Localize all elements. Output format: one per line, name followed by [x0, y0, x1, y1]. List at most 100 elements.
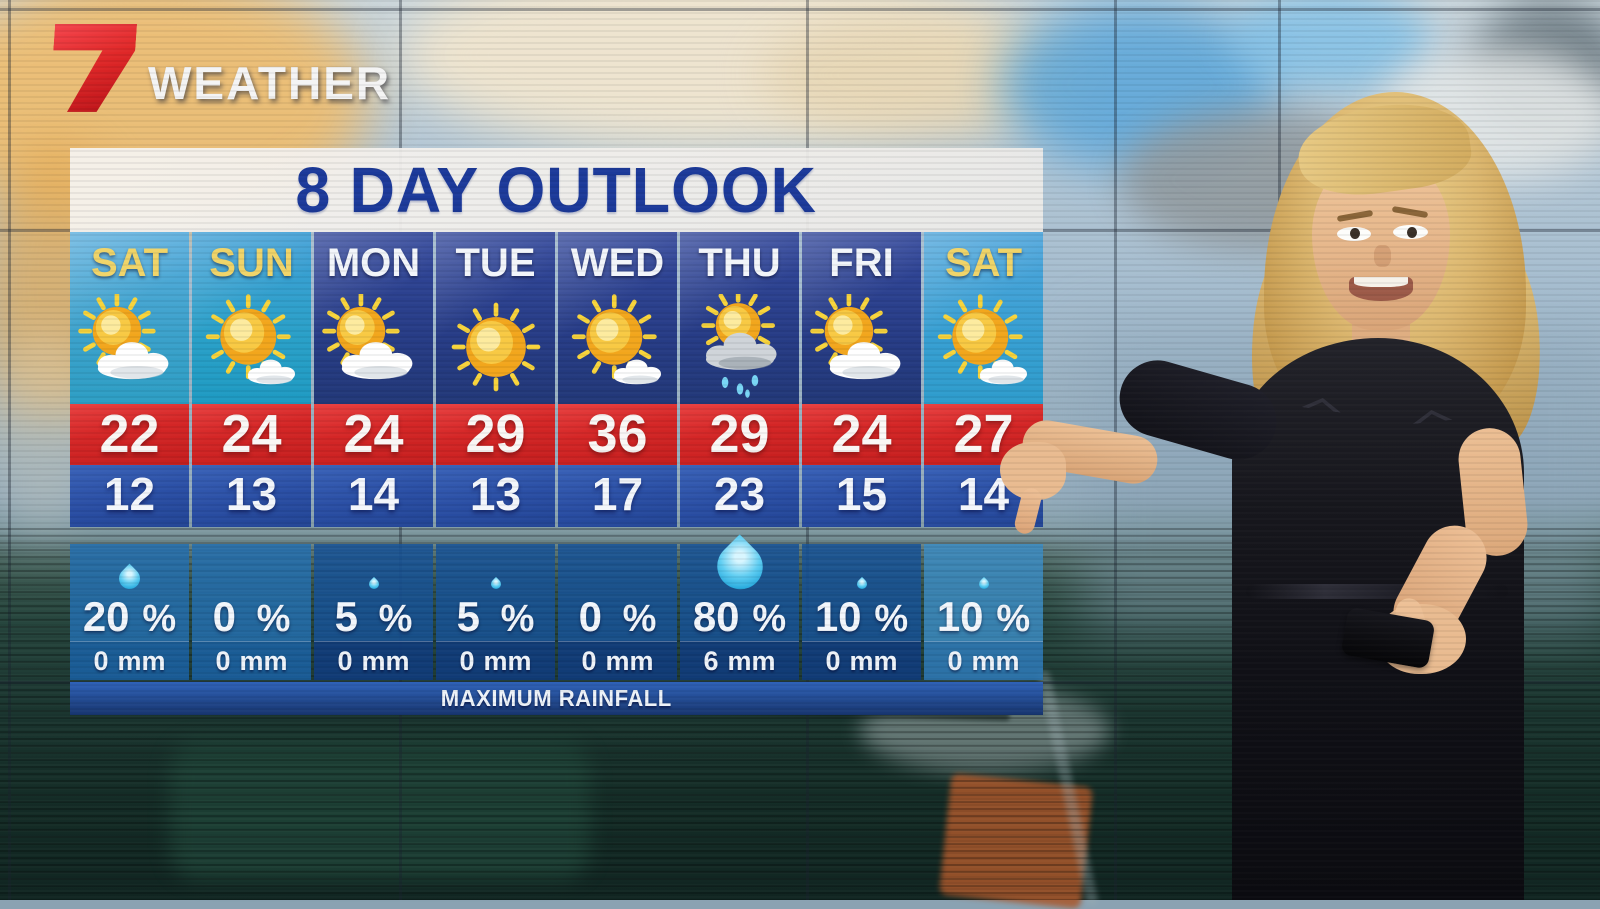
- rain-chance-cell: 0 %: [558, 544, 677, 641]
- percent-sign: %: [752, 598, 787, 640]
- high-temp: 36: [558, 404, 677, 465]
- mm-unit: mm: [239, 646, 288, 676]
- percent-sign: %: [874, 598, 909, 640]
- day-panel: WED: [558, 232, 677, 404]
- row-gap: [314, 527, 433, 544]
- high-temp: 24: [192, 404, 311, 465]
- percent-sign: %: [142, 598, 177, 640]
- rain-chance: 0 %: [192, 593, 311, 641]
- high-temp: 27: [924, 404, 1043, 465]
- forecast-column-sat: SAT 22 12 20 % 0 mm: [70, 232, 189, 680]
- row-gap: [436, 527, 555, 544]
- rain-chance-cell: 5 %: [436, 544, 555, 641]
- rain-chance-cell: 5 %: [314, 544, 433, 641]
- high-temp: 29: [680, 404, 799, 465]
- low-temp: 13: [436, 465, 555, 527]
- day-panel: SUN: [192, 232, 311, 404]
- forecast-column-wed: WED 36 17 0 % 0 mm: [558, 232, 677, 680]
- rain-chance-cell: 20 %: [70, 544, 189, 641]
- percent-sign: %: [256, 598, 291, 640]
- day-panel: THU: [680, 232, 799, 404]
- row-gap: [802, 527, 921, 544]
- rainfall-value: 0: [581, 646, 597, 676]
- mm-unit: mm: [117, 646, 166, 676]
- rain-chance: 0 %: [558, 593, 677, 641]
- mm-unit: mm: [849, 646, 898, 676]
- rain-chance: 5 %: [314, 593, 433, 641]
- row-gap: [924, 527, 1043, 544]
- low-temp: 12: [70, 465, 189, 527]
- rainfall-value: 0: [459, 646, 475, 676]
- rainfall-mm-cell: 0 mm: [192, 641, 311, 680]
- day-label: WED: [570, 241, 665, 285]
- day-label: SAT: [90, 241, 169, 285]
- day-label: FRI: [829, 241, 894, 285]
- high-temp: 24: [314, 404, 433, 465]
- rain-chance-value: 80: [692, 593, 740, 640]
- rainfall-value: 0: [825, 646, 841, 676]
- day-panel: MON: [314, 232, 433, 404]
- rainfall-mm-cell: 6 mm: [680, 641, 799, 680]
- day-panel: TUE: [436, 232, 555, 404]
- rain-chance-value: 20: [82, 593, 130, 640]
- title-banner: 8 DAY OUTLOOK: [70, 148, 1043, 232]
- low-temp: 14: [924, 465, 1043, 527]
- percent-sign: %: [622, 598, 657, 640]
- forecast-column-tue: TUE 29 13 5 % 0 mm: [436, 232, 555, 680]
- page-title: 8 DAY OUTLOOK: [295, 154, 818, 226]
- footer-bar: MAXIMUM RAINFALL: [70, 682, 1043, 715]
- rainfall-mm-cell: 0 mm: [314, 641, 433, 680]
- weather-icon-partly-cloudy: [70, 290, 189, 404]
- weather-icon-mostly-sunny: [192, 290, 311, 404]
- raindrop-icon: [854, 576, 869, 592]
- rain-chance-value: 10: [814, 593, 862, 640]
- day-panel: SAT: [924, 232, 1043, 404]
- rainfall-value: 0: [337, 646, 353, 676]
- rain-chance-cell: 0 %: [192, 544, 311, 641]
- brand-label: WEATHER: [148, 57, 392, 109]
- weather-icon-sunny: [436, 290, 555, 404]
- rainfall-value: 0: [93, 646, 109, 676]
- seven-network-icon: [49, 24, 137, 112]
- day-label: SUN: [209, 241, 294, 285]
- maximum-rainfall-label: MAXIMUM RAINFALL: [441, 685, 672, 711]
- day-label: TUE: [455, 241, 536, 285]
- rain-chance-value: 0: [212, 593, 236, 640]
- mm-unit: mm: [971, 646, 1020, 676]
- rain-chance: 80 %: [680, 593, 799, 641]
- percent-sign: %: [500, 598, 535, 640]
- white-cloud: [1380, 50, 1600, 180]
- percent-sign: %: [378, 598, 413, 640]
- mm-unit: mm: [605, 646, 654, 676]
- rainfall-value: 0: [215, 646, 231, 676]
- raindrop-icon: [488, 576, 503, 592]
- percent-sign: %: [996, 598, 1031, 640]
- mm-unit: mm: [483, 646, 532, 676]
- rain-chance-cell: 10 %: [924, 544, 1043, 641]
- row-gap: [192, 527, 311, 544]
- rainfall-mm-cell: 0 mm: [924, 641, 1043, 680]
- low-temp: 14: [314, 465, 433, 527]
- rain-chance-value: 5: [456, 593, 480, 640]
- low-temp: 13: [192, 465, 311, 527]
- rain-chance-value: 5: [334, 593, 358, 640]
- rainfall-mm-cell: 0 mm: [558, 641, 677, 680]
- rainfall-mm-cell: 0 mm: [802, 641, 921, 680]
- low-temp: 15: [802, 465, 921, 527]
- day-label: MON: [326, 241, 421, 285]
- mm-unit: mm: [727, 646, 776, 676]
- low-temp: 17: [558, 465, 677, 527]
- video-wall-seam: [1114, 0, 1117, 900]
- row-gap: [558, 527, 677, 544]
- rainfall-mm-cell: 0 mm: [436, 641, 555, 680]
- rainfall-value: 6: [703, 646, 719, 676]
- video-wall-seam: [1278, 0, 1281, 900]
- rain-chance: 20 %: [70, 593, 189, 641]
- video-wall-seam: [8, 0, 11, 900]
- raindrop-icon: [707, 534, 772, 599]
- high-temp: 22: [70, 404, 189, 465]
- low-temp: 23: [680, 465, 799, 527]
- forecast-column-sun: SUN 24 13 0 % 0 mm: [192, 232, 311, 680]
- forecast-column-sat2: SAT 27 14 10 % 0 mm: [924, 232, 1043, 680]
- raindrop-icon: [114, 563, 145, 594]
